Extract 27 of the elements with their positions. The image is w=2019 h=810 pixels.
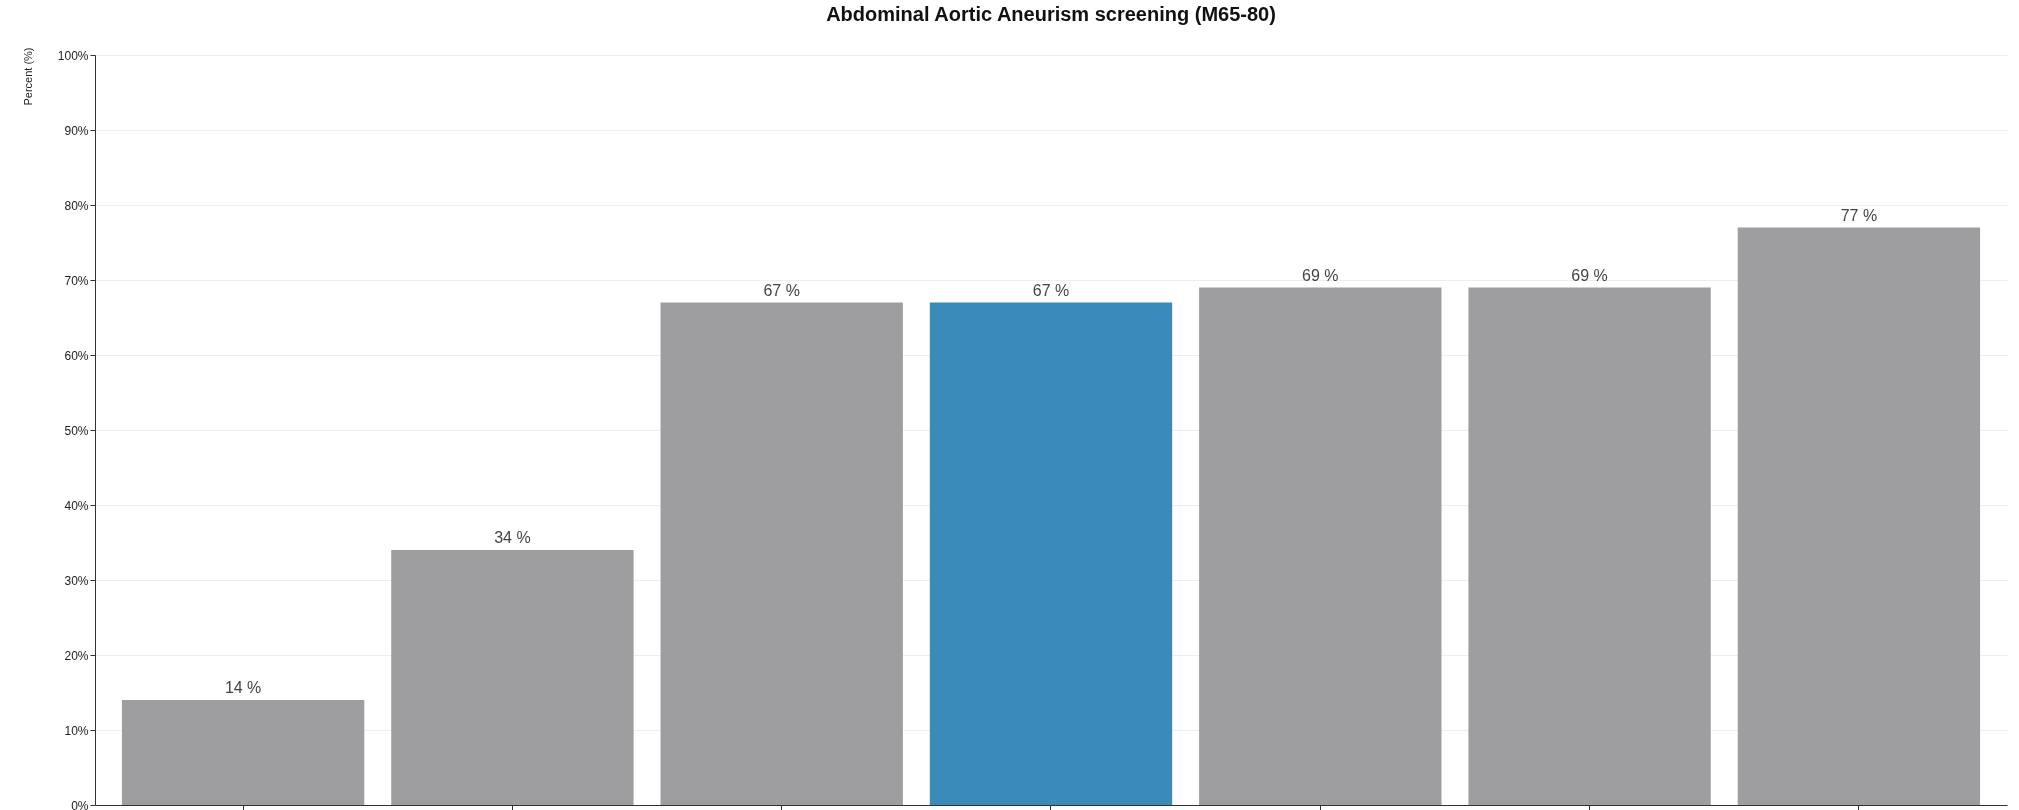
- bar: [1468, 287, 1711, 805]
- bar: [929, 302, 1173, 805]
- bar: [391, 550, 634, 805]
- y-tick-label: 100%: [57, 48, 89, 63]
- bar: [660, 302, 903, 805]
- data-label: 14 %: [224, 679, 262, 696]
- y-tick-label: 10%: [64, 723, 89, 738]
- bar: [1199, 287, 1442, 805]
- data-label: 69 %: [1302, 266, 1339, 284]
- y-tick-label: 80%: [64, 198, 89, 213]
- bar: [121, 700, 365, 805]
- data-label: 34 %: [494, 529, 531, 546]
- data-label: 77 %: [1840, 206, 1878, 224]
- y-tick-label: 20%: [64, 648, 89, 663]
- y-tick-label: 90%: [64, 123, 89, 138]
- y-tick-label: 0%: [71, 798, 89, 810]
- data-label: 67 %: [1032, 281, 1070, 299]
- y-axis-title: Percent (%): [21, 47, 34, 106]
- y-tick-label: 60%: [64, 348, 89, 363]
- data-label: 69 %: [1571, 266, 1608, 284]
- bar: [1737, 227, 1981, 805]
- y-tick-label: 70%: [64, 273, 89, 288]
- y-tick-label: 40%: [64, 498, 89, 513]
- data-label: 67 %: [763, 281, 800, 299]
- y-tick-label: 50%: [64, 423, 89, 438]
- y-tick-label: 30%: [64, 573, 89, 588]
- chart-title: Abdominal Aortic Aneurism screening (M65-80): [826, 3, 1276, 25]
